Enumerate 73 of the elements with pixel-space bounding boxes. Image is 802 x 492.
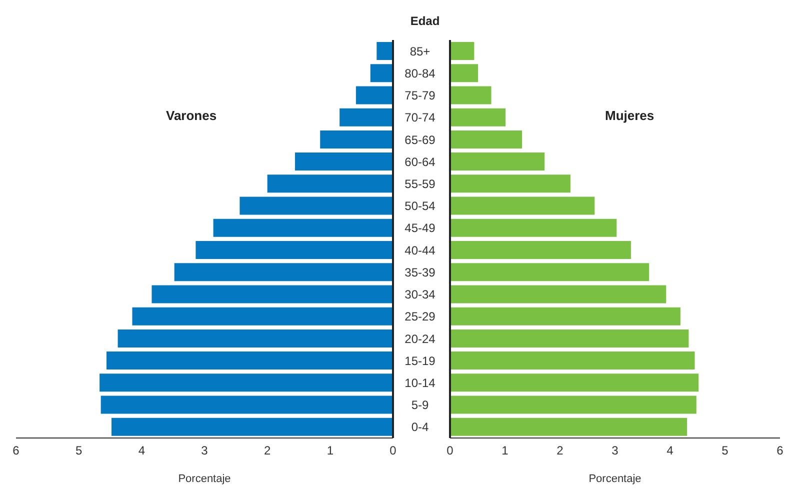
bar — [376, 42, 393, 60]
x-tick-label: 5 — [75, 444, 82, 458]
bar — [450, 352, 695, 370]
bar — [320, 130, 393, 148]
bar — [450, 196, 595, 215]
bar — [132, 307, 393, 326]
bar — [100, 374, 393, 392]
y-tick-label: 70-74 — [404, 110, 436, 125]
bar — [450, 64, 478, 82]
x-tick-label: 6 — [12, 444, 20, 458]
y-tick-label: 30-34 — [404, 288, 436, 302]
x-tick-label: 1 — [326, 444, 334, 458]
bar — [174, 263, 393, 282]
bar — [450, 285, 666, 304]
bar — [240, 196, 393, 215]
bar — [196, 241, 393, 259]
x-axis-title: Porcentaje — [178, 473, 231, 485]
x-tick-label: 0 — [390, 444, 397, 458]
y-tick-label: 10-14 — [404, 376, 436, 390]
text: Varones — [166, 108, 217, 123]
bar — [267, 174, 393, 193]
bar — [294, 152, 393, 171]
x-tick-label: 4 — [666, 444, 674, 458]
y-tick-label: 55-59 — [404, 176, 436, 191]
y-tick-label: 45-49 — [404, 221, 436, 236]
bar — [450, 218, 617, 237]
x-tick-label: 2 — [264, 444, 271, 458]
x-tick-label: 5 — [722, 444, 729, 458]
x-tick-label: 0 — [446, 444, 454, 458]
y-tick-label: 25-29 — [404, 310, 436, 324]
y-axis-title: Edad — [409, 14, 441, 28]
x-axis-title: Porcentaje — [588, 473, 642, 485]
y-tick-label: 75-79 — [404, 88, 436, 103]
y-tick-label: 20-24 — [404, 332, 436, 346]
y-tick-label: 60-64 — [404, 154, 436, 169]
y-tick-label: 50-54 — [404, 199, 436, 214]
x-tick-label: 2 — [556, 444, 564, 458]
bar — [450, 130, 522, 148]
x-tick-label: 1 — [502, 444, 509, 458]
y-tick-label: 15-19 — [404, 354, 436, 368]
bar — [450, 307, 680, 326]
y-tick-label: 85+ — [410, 44, 430, 58]
x-tick-label: 3 — [612, 444, 619, 458]
bar — [450, 396, 696, 414]
y-tick-label: 35-39 — [404, 265, 436, 280]
y-tick-label: 40-44 — [404, 243, 436, 258]
x-tick-label: 3 — [201, 444, 208, 458]
bar — [213, 218, 393, 237]
bar — [340, 108, 393, 126]
bar — [450, 241, 631, 259]
bar — [356, 86, 393, 104]
bar — [450, 108, 506, 126]
x-tick-label: 4 — [138, 444, 146, 458]
x-tick-label: 6 — [776, 444, 784, 458]
text: Mujeres — [605, 108, 654, 123]
bar — [450, 42, 474, 60]
y-tick-label: 65-69 — [404, 132, 436, 147]
bar — [450, 152, 545, 171]
bar — [100, 396, 393, 414]
bar — [152, 285, 393, 304]
bar — [112, 418, 393, 436]
bar — [450, 86, 492, 104]
bar — [450, 329, 689, 348]
bar — [106, 352, 393, 370]
y-tick-label: 5-9 — [411, 398, 429, 412]
bar — [118, 329, 393, 348]
bar — [450, 374, 699, 392]
bar — [370, 64, 393, 82]
bar — [450, 263, 650, 282]
y-tick-label: 80-84 — [404, 66, 436, 80]
bar — [450, 174, 570, 193]
bar — [450, 418, 688, 436]
y-tick-label: 0-4 — [411, 420, 429, 434]
